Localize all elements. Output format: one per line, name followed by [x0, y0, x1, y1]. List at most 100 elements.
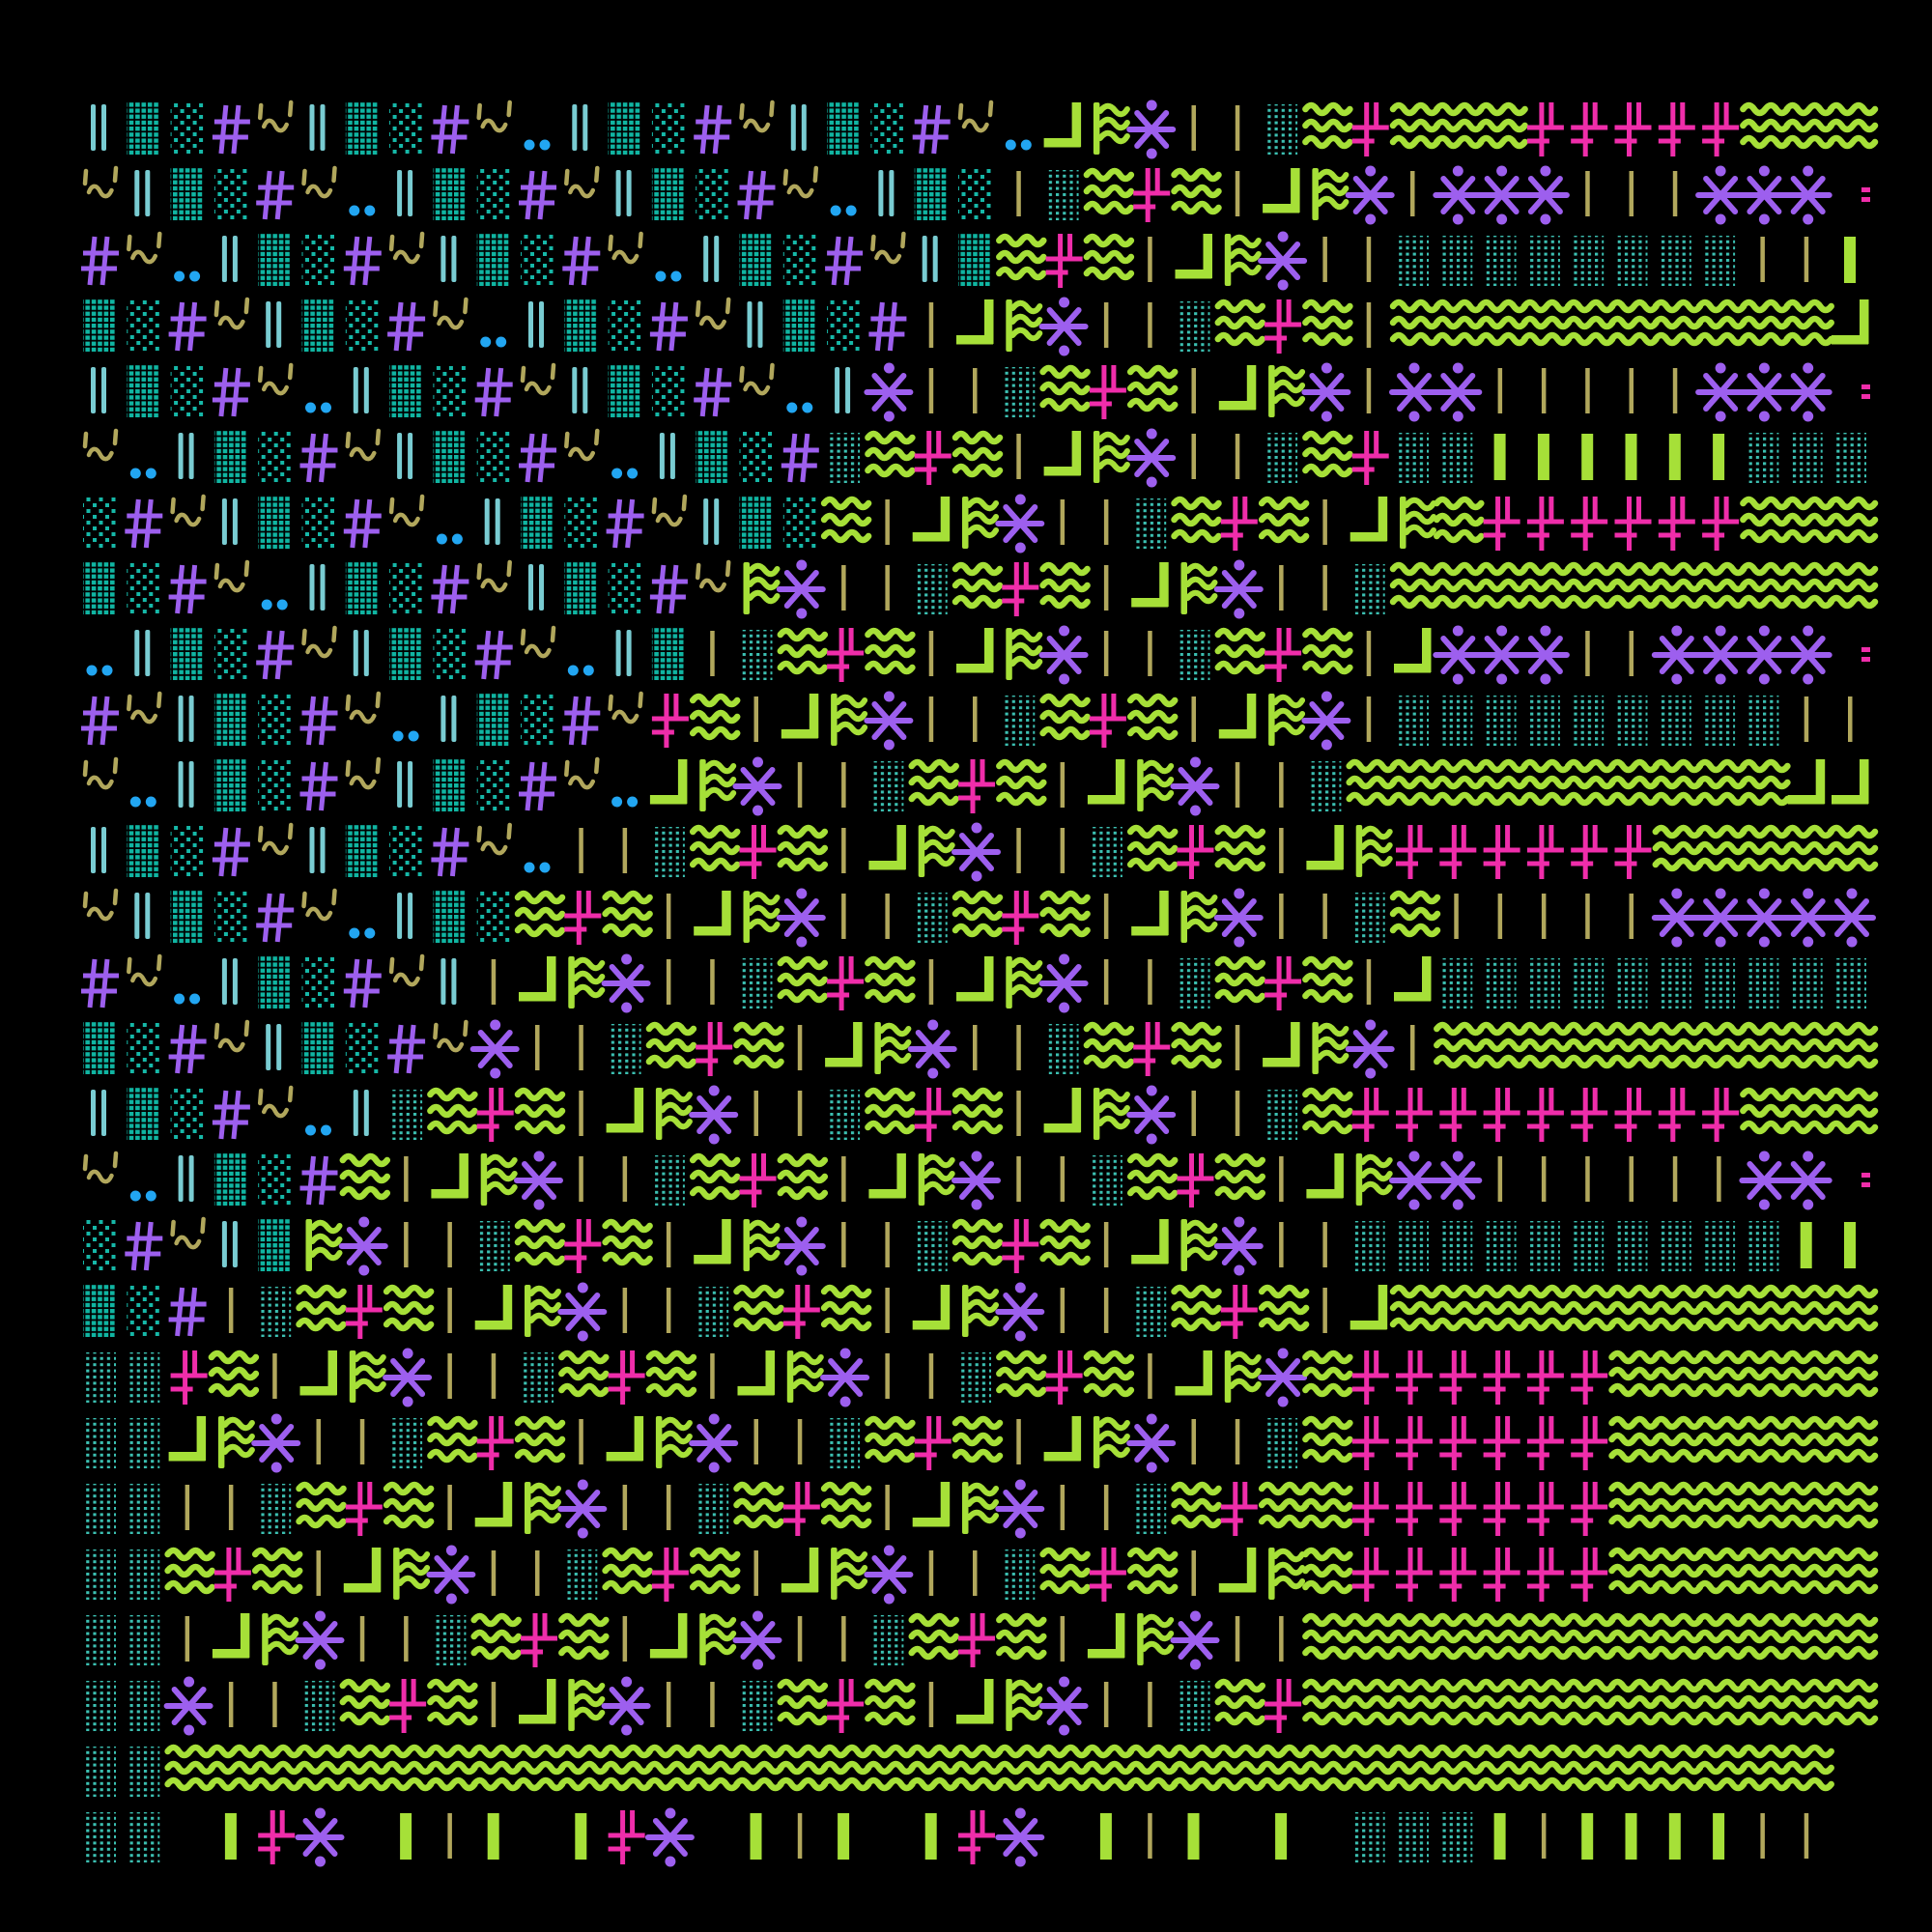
teal-dense-block-glyph: [739, 497, 773, 549]
olive-bar-glyph: [1235, 434, 1240, 479]
teal-fine-block-glyph: [1396, 1221, 1429, 1271]
green-bar-glyph: [1187, 1813, 1200, 1860]
green-bar-glyph: [400, 1813, 412, 1860]
olive-bar-glyph: [1629, 894, 1634, 939]
teal-dense-block-glyph: [301, 299, 335, 352]
green-bar-glyph: [1713, 1813, 1725, 1860]
olive-bar-glyph: [797, 1616, 803, 1662]
olive-bar-glyph: [1103, 1485, 1109, 1530]
olive-bar-glyph: [1191, 434, 1196, 479]
olive-bar-glyph: [666, 894, 671, 939]
teal-dense-block-glyph: [345, 562, 379, 614]
teal-fine-block-glyph: [1133, 1287, 1167, 1337]
teal-sparse-block-glyph: [213, 168, 247, 220]
teal-sparse-block-glyph: [127, 299, 160, 352]
green-bar-glyph: [750, 1813, 762, 1860]
teal-fine-block-glyph: [83, 1352, 116, 1403]
teal-fine-block-glyph: [389, 1090, 423, 1140]
green-bar-glyph: [1844, 237, 1856, 283]
teal-fine-block-glyph: [1089, 827, 1122, 877]
olive-bar-glyph: [1585, 631, 1590, 676]
teal-dense-block-glyph: [433, 759, 467, 811]
olive-bar-glyph: [404, 1616, 409, 1662]
olive-bar-glyph: [753, 1091, 758, 1136]
olive-bar-glyph: [1279, 828, 1284, 873]
olive-bar-glyph: [1016, 1091, 1021, 1136]
olive-bar-glyph: [666, 1485, 671, 1530]
olive-bar-glyph: [404, 1222, 409, 1267]
teal-sparse-block-glyph: [608, 562, 641, 614]
teal-fine-block-glyph: [127, 1549, 160, 1600]
teal-sparse-block-glyph: [170, 1088, 204, 1140]
olive-bar-glyph: [1148, 1682, 1152, 1727]
teal-fine-block-glyph: [389, 1418, 423, 1468]
olive-bar-glyph: [973, 1025, 978, 1070]
olive-bar-glyph: [928, 631, 934, 676]
green-bar-glyph: [1581, 1813, 1594, 1860]
teal-fine-block-glyph: [1571, 236, 1605, 286]
teal-fine-block-glyph: [1396, 696, 1429, 746]
olive-bar-glyph: [1060, 1616, 1065, 1662]
teal-fine-block-glyph: [1002, 367, 1036, 417]
olive-bar-glyph: [1103, 959, 1109, 1005]
olive-bar-glyph: [1191, 368, 1196, 413]
green-bar-glyph: [1099, 1813, 1112, 1860]
teal-sparse-block-glyph: [958, 168, 991, 220]
teal-fine-block-glyph: [1571, 958, 1605, 1009]
teal-fine-block-glyph: [1526, 236, 1560, 286]
olive-bar-glyph: [1629, 1156, 1634, 1202]
teal-dense-block-glyph: [958, 234, 991, 286]
teal-fine-block-glyph: [1833, 433, 1866, 483]
teal-dense-block-glyph: [782, 299, 816, 352]
olive-bar-glyph: [928, 1550, 934, 1596]
teal-fine-block-glyph: [1264, 1090, 1298, 1140]
teal-dense-block-glyph: [213, 694, 247, 746]
teal-fine-block-glyph: [83, 1549, 116, 1600]
teal-fine-block-glyph: [1177, 630, 1210, 680]
teal-fine-block-glyph: [1045, 1024, 1079, 1074]
teal-fine-block-glyph: [1133, 498, 1167, 549]
olive-bar-glyph: [1060, 828, 1065, 873]
teal-dense-block-glyph: [476, 694, 510, 746]
teal-sparse-block-glyph: [476, 168, 510, 220]
olive-bar-glyph: [841, 1156, 846, 1202]
teal-fine-block-glyph: [258, 1287, 292, 1337]
teal-fine-block-glyph: [301, 1681, 335, 1731]
teal-fine-block-glyph: [1658, 236, 1691, 286]
olive-bar-glyph: [535, 1550, 540, 1596]
olive-bar-glyph: [1191, 1550, 1196, 1596]
teal-sparse-block-glyph: [476, 891, 510, 943]
teal-sparse-block-glyph: [83, 1219, 116, 1271]
green-bar-glyph: [1713, 434, 1725, 480]
teal-sparse-block-glyph: [389, 825, 423, 877]
olive-bar-glyph: [753, 1419, 758, 1464]
olive-bar-glyph: [1848, 696, 1853, 742]
olive-bar-glyph: [1322, 565, 1327, 611]
olive-bar-glyph: [1454, 894, 1459, 939]
olive-bar-glyph: [1235, 105, 1240, 151]
teal-sparse-block-glyph: [739, 431, 773, 483]
teal-dense-block-glyph: [213, 431, 247, 483]
olive-bar-glyph: [1279, 1156, 1284, 1202]
teal-dense-block-glyph: [301, 1022, 335, 1074]
teal-fine-block-glyph: [1439, 1221, 1473, 1271]
olive-bar-glyph: [228, 1682, 234, 1727]
olive-bar-glyph: [1235, 1025, 1240, 1070]
olive-bar-glyph: [1804, 1813, 1809, 1859]
teal-fine-block-glyph: [1439, 696, 1473, 746]
olive-bar-glyph: [1672, 171, 1678, 216]
green-bar-glyph: [1668, 434, 1681, 480]
olive-bar-glyph: [885, 894, 890, 939]
teal-fine-block-glyph: [1439, 1812, 1473, 1862]
olive-bar-glyph: [447, 1813, 452, 1859]
teal-fine-block-glyph: [1614, 1221, 1648, 1271]
olive-bar-glyph: [1497, 368, 1503, 413]
olive-bar-glyph: [841, 1222, 846, 1267]
olive-bar-glyph: [885, 1222, 890, 1267]
teal-fine-block-glyph: [1526, 958, 1560, 1009]
olive-bar-glyph: [1322, 1288, 1327, 1333]
green-bar-glyph: [1844, 1222, 1856, 1268]
olive-bar-glyph: [1016, 1419, 1021, 1464]
olive-bar-glyph: [973, 696, 978, 742]
olive-bar-glyph: [753, 1550, 758, 1596]
